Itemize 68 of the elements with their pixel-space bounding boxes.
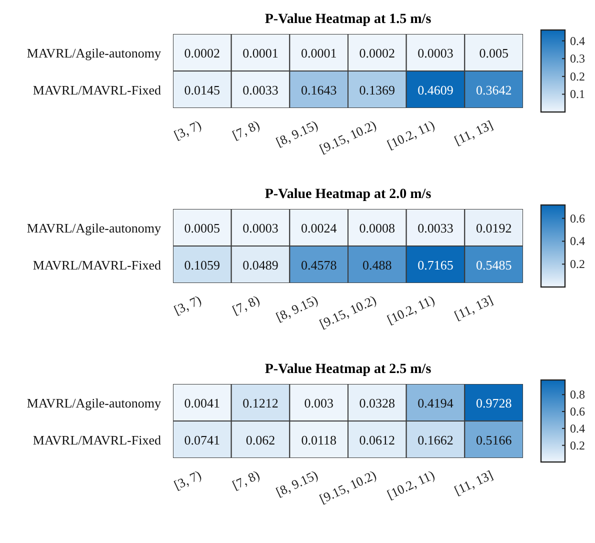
x-tick-label: [10.2, 11)	[384, 117, 437, 152]
data-label: 0.0328	[359, 396, 396, 410]
color-bar-label: 0.2	[570, 69, 585, 84]
data-label: 0.1059	[184, 258, 220, 272]
data-label: 0.0001	[242, 46, 278, 60]
data-label: 0.0001	[300, 46, 337, 60]
data-label: 0.1369	[359, 82, 396, 98]
color-bar-label: 0.6	[570, 404, 585, 419]
color-bar-label: 0.1	[570, 87, 585, 102]
data-label: 0.0118	[301, 432, 336, 448]
data-label: 0.9728	[476, 396, 512, 410]
data-label: 0.5485	[476, 258, 512, 272]
x-tick-label: [3, 7)	[172, 292, 204, 318]
y-tick-label: MAVRL/MAVRL-Fixed	[32, 258, 162, 272]
data-label: 0.4609	[418, 82, 454, 98]
x-tick-label: [11, 13]	[452, 292, 496, 323]
color-bar-label: 0.2	[570, 257, 585, 272]
color-bar-label: 0.4	[570, 34, 585, 48]
data-label: 0.0003	[418, 46, 454, 60]
data-label: 0.488	[362, 258, 392, 272]
data-label: 0.0041	[184, 396, 220, 410]
x-tick-label: [10.2, 11)	[384, 292, 437, 328]
data-label: 0.0489	[242, 258, 278, 272]
y-tick-label: MAVRL/MAVRL-Fixed	[32, 432, 162, 448]
data-label: 0.4194	[418, 396, 454, 410]
x-tick-label: [3, 7)	[172, 117, 204, 143]
y-tick-label: MAVRL/Agile-autonomy	[26, 46, 162, 60]
y-tick-label: MAVRL/Agile-autonomy	[26, 220, 162, 236]
x-tick-label: [7, 8)	[230, 117, 262, 143]
data-label: 0.0002	[359, 46, 396, 60]
color-bar-label: 0.6	[570, 211, 585, 226]
x-tick-label: [7, 8)	[230, 467, 262, 493]
y-tick-label: MAVRL/Agile-autonomy	[26, 396, 162, 410]
data-label: 0.1643	[300, 82, 337, 98]
x-tick-label: [11, 13]	[452, 467, 496, 498]
data-label: 0.0612	[359, 432, 396, 448]
data-label: 0.0005	[184, 220, 220, 236]
data-label: 0.0145	[184, 82, 220, 98]
color-bar-label: 0.8	[570, 388, 585, 402]
data-label: 0.0033	[242, 82, 278, 98]
x-tick-label: [7, 8)	[230, 292, 262, 318]
data-label: 0.5166	[476, 432, 512, 448]
data-label: 0.4578	[300, 258, 337, 272]
color-bar-label: 0.4	[570, 234, 585, 248]
data-label: 0.005	[479, 46, 508, 60]
data-label: 0.7165	[418, 258, 454, 272]
color-bar-label: 0.4	[570, 421, 585, 436]
color-bar-label: 0.2	[570, 438, 585, 452]
chart-title: P-Value Heatmap at 2.5 m/s	[264, 362, 432, 378]
color-bar-label: 0.3	[570, 52, 585, 66]
data-label: 0.003	[304, 396, 334, 410]
data-label: 0.0008	[359, 220, 396, 236]
x-tick-label: [3, 7)	[172, 467, 204, 493]
data-label: 0.0192	[476, 220, 512, 236]
data-label: 0.1662	[418, 432, 454, 448]
chart-title: P-Value Heatmap at 1.5 m/s	[264, 12, 432, 28]
data-label: 0.0003	[242, 220, 278, 236]
data-label: 0.3642	[476, 82, 512, 98]
y-tick-label: MAVRL/MAVRL-Fixed	[32, 82, 162, 98]
data-label: 0.0002	[184, 46, 220, 60]
data-label: 0.062	[246, 432, 276, 448]
chart-title: P-Value Heatmap at 2.0 m/s	[264, 187, 432, 203]
data-label: 0.0024	[300, 220, 338, 236]
data-label: 0.0033	[418, 220, 454, 236]
data-label: 0.1212	[242, 396, 278, 410]
data-label: 0.0741	[184, 432, 220, 448]
x-tick-label: [11, 13]	[452, 117, 496, 148]
x-tick-label: [10.2, 11)	[384, 467, 437, 502]
